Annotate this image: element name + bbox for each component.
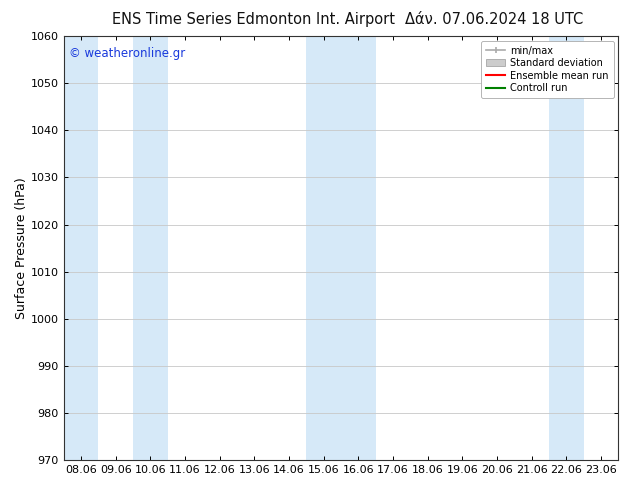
- Bar: [133, 36, 168, 460]
- Text: © weatheronline.gr: © weatheronline.gr: [69, 47, 186, 60]
- Text: Δάν. 07.06.2024 18 UTC: Δάν. 07.06.2024 18 UTC: [405, 12, 584, 27]
- Bar: [306, 36, 376, 460]
- Bar: [549, 36, 584, 460]
- Text: ENS Time Series Edmonton Int. Airport: ENS Time Series Edmonton Int. Airport: [112, 12, 395, 27]
- Legend: min/max, Standard deviation, Ensemble mean run, Controll run: min/max, Standard deviation, Ensemble me…: [481, 41, 614, 98]
- Bar: [64, 36, 98, 460]
- Y-axis label: Surface Pressure (hPa): Surface Pressure (hPa): [15, 177, 28, 319]
